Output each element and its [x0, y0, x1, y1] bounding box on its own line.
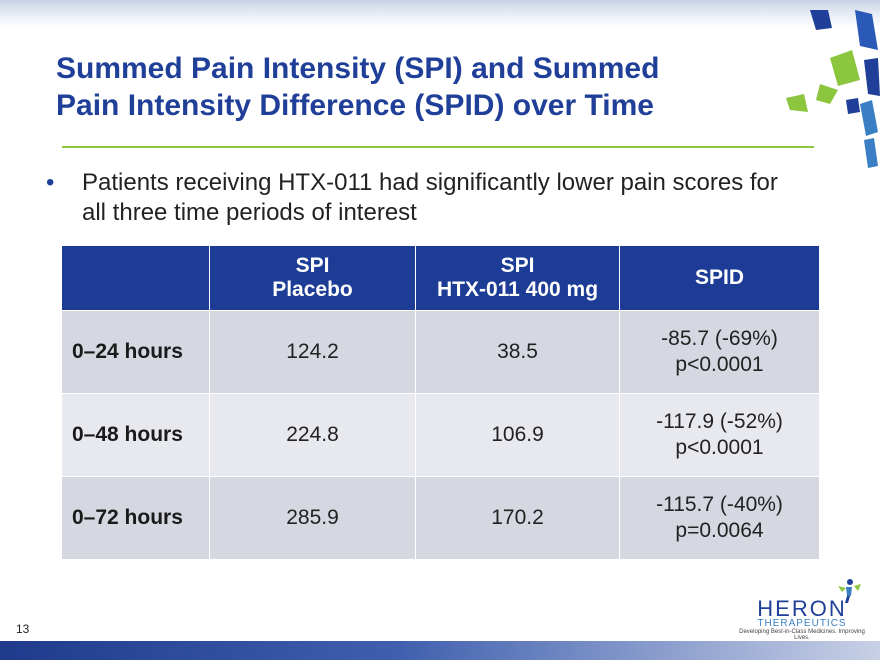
page-number: 13 [16, 622, 30, 636]
spid-cell: -117.9 (-52%) p<0.0001 [619, 393, 820, 477]
table-row: 0–24 hours 124.2 38.5 -85.7 (-69%) p<0.0… [61, 310, 820, 394]
spid-value: -117.9 (-52%) [656, 410, 783, 433]
corner-decoration [786, 10, 880, 168]
spid-cell: -115.7 (-40%) p=0.0064 [619, 476, 820, 560]
header-spid: SPID [619, 245, 820, 311]
placebo-cell: 124.2 [209, 310, 416, 394]
spid-value: -85.7 (-69%) [661, 327, 778, 350]
p-value: p<0.0001 [675, 436, 764, 459]
results-table: SPI Placebo SPI HTX-011 400 mg SPID 0–24… [61, 245, 820, 560]
bullet-marker: • [46, 169, 55, 196]
header-spi-htx: SPI HTX-011 400 mg [415, 245, 620, 311]
bottom-bar [0, 641, 880, 660]
period-cell: 0–24 hours [61, 310, 210, 394]
table-row: 0–72 hours 285.9 170.2 -115.7 (-40%) p=0… [61, 476, 820, 560]
table-row: 0–48 hours 224.8 106.9 -117.9 (-52%) p<0… [61, 393, 820, 477]
spid-cell: -85.7 (-69%) p<0.0001 [619, 310, 820, 394]
slide-title: Summed Pain Intensity (SPI) and Summed P… [56, 50, 776, 124]
top-gradient-band [0, 0, 880, 28]
title-line-2: Pain Intensity Difference (SPID) over Ti… [56, 89, 654, 122]
title-line-1: Summed Pain Intensity (SPI) and Summed [56, 52, 660, 85]
spid-value: -115.7 (-40%) [656, 493, 783, 516]
htx-cell: 170.2 [415, 476, 620, 560]
header-empty [61, 245, 210, 311]
logo-tagline: Developing Best-in-Class Medicines. Impr… [739, 629, 865, 641]
company-logo: HERON THERAPEUTICS Developing Best-in-Cl… [739, 579, 870, 641]
placebo-cell: 224.8 [209, 393, 416, 477]
title-underline [62, 146, 814, 148]
period-cell: 0–72 hours [61, 476, 210, 560]
header-spi-placebo: SPI Placebo [209, 245, 416, 311]
p-value: p=0.0064 [675, 519, 764, 542]
heron-figure-icon [838, 579, 861, 603]
bullet-text: Patients receiving HTX-011 had significa… [82, 169, 778, 226]
p-value: p<0.0001 [675, 353, 764, 376]
htx-cell: 38.5 [415, 310, 620, 394]
htx-cell: 106.9 [415, 393, 620, 477]
bullet-point: • Patients receiving HTX-011 had signifi… [46, 168, 806, 228]
logo-name: HERON [757, 596, 847, 621]
period-cell: 0–48 hours [61, 393, 210, 477]
table-header-row: SPI Placebo SPI HTX-011 400 mg SPID [61, 245, 820, 311]
placebo-cell: 285.9 [209, 476, 416, 560]
logo-subtitle: THERAPEUTICS [757, 618, 847, 629]
